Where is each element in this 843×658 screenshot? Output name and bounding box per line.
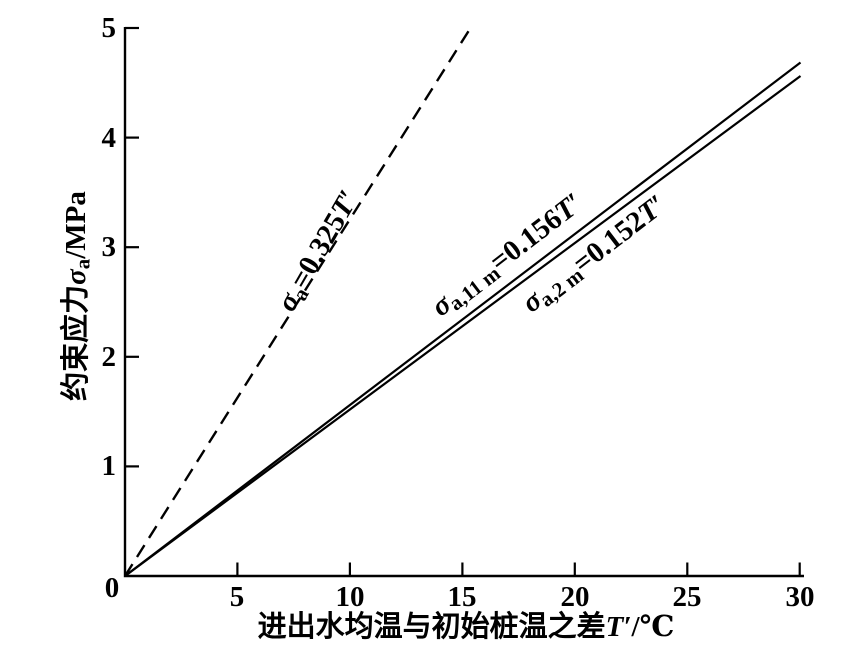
series-line-2m-0152: [124, 75, 802, 577]
x-tick-label-25: 25: [672, 581, 702, 613]
origin-label: 0: [104, 572, 120, 604]
y-tick-label-1: 1: [101, 450, 117, 482]
x-axis-title-text: 进出水均温与初始桩温之差: [257, 611, 606, 643]
x-tick-label-5: 5: [229, 581, 245, 613]
x-tick-label-15: 15: [447, 581, 477, 613]
y-tick-label-5: 5: [101, 12, 117, 44]
x-axis-title-var: T′: [605, 611, 632, 643]
y-tick-label-4: 4: [101, 122, 117, 154]
x-axis-title-unit: /℃: [631, 611, 675, 643]
x-tick-label-30: 30: [785, 581, 815, 613]
series-line-11m-0156: [124, 61, 802, 577]
y-axis-title-sub: a: [70, 258, 95, 270]
x-axis-title: 进出水均温与初始桩温之差T′/℃: [166, 609, 766, 645]
x-tick-label-10: 10: [335, 581, 365, 613]
y-axis-title-sigma: σ: [60, 269, 92, 285]
y-tick-label-2: 2: [101, 341, 117, 373]
y-tick-label-3: 3: [101, 231, 117, 263]
series-line-dashed-0325: [123, 27, 472, 577]
y-axis-title-unit: /MPa: [60, 191, 92, 259]
x-tick-label-20: 20: [560, 581, 590, 613]
y-axis-title-text: 约束应力: [60, 284, 92, 401]
